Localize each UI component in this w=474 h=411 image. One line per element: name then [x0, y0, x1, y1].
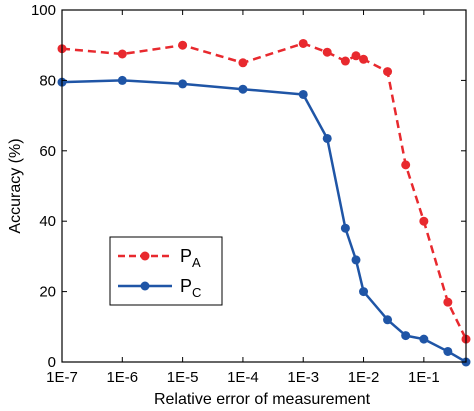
point-p-c-7	[351, 255, 361, 265]
point-p-c-6	[340, 223, 350, 233]
point-p-a-12	[443, 297, 453, 307]
x-axis-label: Relative error of measurement	[154, 391, 371, 408]
point-p-c-10	[401, 331, 411, 341]
point-p-a-8	[359, 54, 369, 64]
y-tick-label-0: 0	[48, 354, 56, 371]
point-p-a-9	[383, 67, 393, 77]
x-tick-label-0: 1E-7	[46, 369, 78, 386]
x-tick-label-6: 1E-1	[408, 369, 440, 386]
y-tick-label-5: 100	[31, 2, 56, 19]
x-tick-label-2: 1E-5	[167, 369, 199, 386]
y-tick-label-4: 80	[39, 72, 56, 89]
y-axis-ticks: 0 20 40 60 80 100	[31, 2, 466, 371]
point-p-a-3	[238, 58, 248, 68]
point-p-c-12	[443, 346, 453, 356]
point-p-c-9	[383, 315, 393, 325]
legend-marker-pa	[140, 251, 150, 261]
legend-label-pa: PA	[180, 246, 201, 270]
y-tick-label-1: 20	[39, 284, 56, 301]
y-tick-label-3: 60	[39, 143, 56, 160]
y-tick-label-2: 40	[39, 213, 56, 230]
series-layer	[57, 38, 471, 367]
point-p-a-4	[298, 38, 308, 48]
series-line-p-a	[61, 42, 468, 340]
plot-frame	[61, 9, 467, 363]
legend-marker-pc	[140, 281, 150, 291]
point-p-c-1	[117, 75, 127, 85]
legend-box	[109, 236, 223, 306]
point-p-a-6	[340, 56, 350, 66]
x-axis-ticks: 1E-7 1E-6 1E-5 1E-4 1E-3 1E-2 1E-1	[46, 10, 440, 386]
point-p-a-7	[351, 51, 361, 61]
point-p-a-10	[401, 160, 411, 170]
point-p-a-2	[178, 40, 188, 50]
legend-label-pc: PC	[180, 276, 201, 300]
point-p-c-4	[298, 89, 308, 99]
x-tick-label-3: 1E-4	[227, 369, 259, 386]
point-p-a-5	[322, 47, 332, 57]
point-p-a-1	[117, 49, 127, 59]
y-axis-label: Accuracy (%)	[7, 138, 24, 233]
series-line-p-c	[61, 79, 467, 364]
point-p-c-5	[322, 133, 332, 143]
legend: PA PC	[109, 236, 223, 306]
point-p-a-11	[419, 216, 429, 226]
point-p-c-3	[238, 84, 248, 94]
x-tick-label-4: 1E-3	[287, 369, 319, 386]
point-p-c-8	[359, 287, 369, 297]
x-tick-label-5: 1E-2	[348, 369, 380, 386]
point-p-c-2	[178, 79, 188, 89]
x-tick-label-1: 1E-6	[106, 369, 138, 386]
point-p-c-11	[419, 334, 429, 344]
